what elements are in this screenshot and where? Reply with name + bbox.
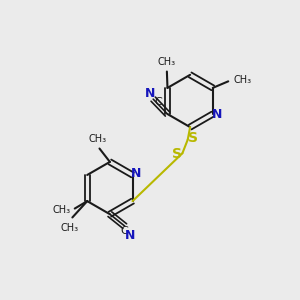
Text: CH₃: CH₃ [89,134,107,144]
Text: CH₃: CH₃ [234,75,252,85]
Text: C: C [155,97,162,107]
Text: CH₃: CH₃ [52,205,70,215]
Text: S: S [172,148,182,161]
Text: N: N [212,108,222,122]
Text: S: S [188,131,198,146]
Text: N: N [125,229,135,242]
Text: C: C [120,226,128,236]
Text: CH₃: CH₃ [61,223,79,233]
Text: N: N [131,167,142,180]
Text: CH₃: CH₃ [158,57,176,68]
Text: N: N [145,87,155,100]
